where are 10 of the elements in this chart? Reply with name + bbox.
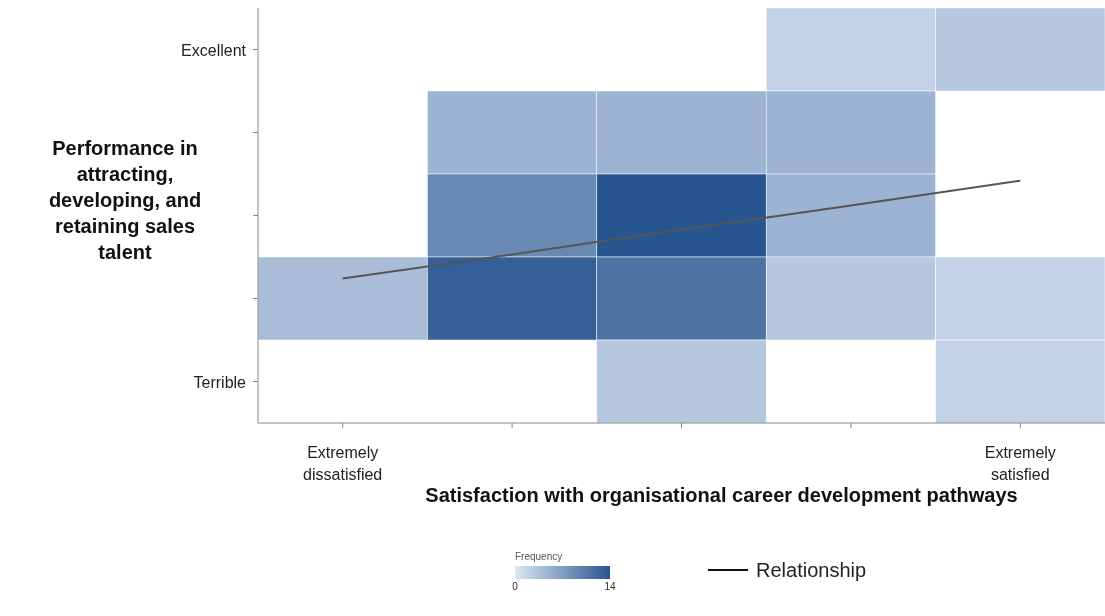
x-axis-title: Satisfaction with organisational career development pathways [425, 484, 1018, 506]
x-tick-label: Extremely dissatisfied [303, 444, 383, 483]
y-tick-label: Terrible [193, 373, 247, 391]
color-bar-title: Frequency [515, 551, 563, 562]
text: Relationship [756, 559, 867, 581]
color-bar-label: 0 [512, 581, 519, 592]
y-axis-title: Performance in attracting, developing, and retaining sales talent [48, 137, 202, 263]
color-bar-label: 14 [604, 581, 616, 592]
y-tick-label: Excellent [181, 41, 247, 59]
x-tick-label: Extremely satisfied [984, 444, 1056, 483]
